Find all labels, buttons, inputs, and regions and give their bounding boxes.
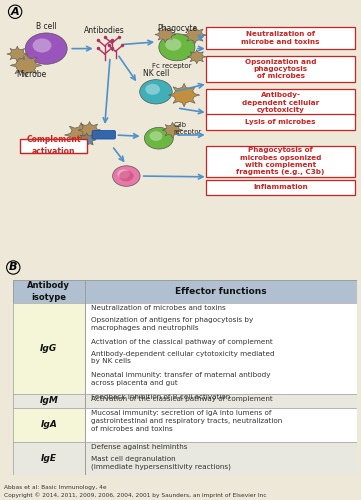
Polygon shape [10, 54, 42, 77]
Text: Fc receptor: Fc receptor [152, 64, 191, 70]
Bar [85, 394, 357, 408]
Text: IgG: IgG [40, 344, 57, 353]
Text: Complement
activation: Complement activation [26, 136, 81, 156]
Circle shape [165, 38, 182, 50]
Circle shape [113, 166, 140, 186]
Text: Abbas et al: Basic Immunology, 4e
Copyright © 2014, 2011, 2009, 2006, 2004, 2001: Abbas et al: Basic Immunology, 4e Copyri… [4, 485, 266, 498]
Circle shape [140, 80, 172, 104]
FancyBboxPatch shape [206, 90, 355, 116]
Text: Phagocyte: Phagocyte [157, 24, 197, 33]
Text: A: A [11, 6, 19, 16]
Text: Inflammation: Inflammation [253, 184, 308, 190]
Text: Mast cell degranulation
(immediate hypersensitivity reactions): Mast cell degranulation (immediate hyper… [91, 456, 231, 470]
Circle shape [119, 170, 134, 181]
Text: Opsonization of antigens for phagocytosis by
macrophages and neutrophils: Opsonization of antigens for phagocytosi… [91, 318, 253, 331]
Text: Neutralization of
microbe and toxins: Neutralization of microbe and toxins [242, 32, 320, 44]
FancyBboxPatch shape [206, 180, 355, 195]
Text: Feedback inhibition of B cell activation: Feedback inhibition of B cell activation [91, 394, 230, 400]
Text: C3b
receptor: C3b receptor [173, 122, 201, 135]
Text: Effector functions: Effector functions [175, 287, 267, 296]
Polygon shape [78, 122, 101, 139]
Text: Microbe: Microbe [17, 70, 47, 78]
Polygon shape [65, 122, 98, 148]
Polygon shape [7, 46, 28, 62]
Text: Activation of the classical pathway of complement: Activation of the classical pathway of c… [91, 339, 273, 345]
Circle shape [144, 128, 173, 149]
Circle shape [117, 170, 130, 178]
Text: Antibodies: Antibodies [84, 26, 125, 35]
Text: Lysis of microbes: Lysis of microbes [245, 119, 316, 125]
Text: Antibody-dependent cellular cytotoxicity mediated
by NK cells: Antibody-dependent cellular cytotoxicity… [91, 350, 275, 364]
Text: Antibody
isotype: Antibody isotype [27, 282, 70, 302]
Text: Defense against helminths: Defense against helminths [91, 444, 188, 450]
Bar [85, 442, 357, 475]
Text: Neutralization of microbes and toxins: Neutralization of microbes and toxins [91, 306, 226, 312]
Bar [13, 280, 357, 303]
Polygon shape [162, 122, 183, 138]
Bar [13, 303, 85, 394]
Circle shape [149, 131, 162, 141]
Polygon shape [169, 84, 200, 107]
FancyBboxPatch shape [20, 138, 87, 152]
Polygon shape [187, 50, 206, 64]
FancyBboxPatch shape [206, 146, 355, 176]
Bar [85, 303, 357, 394]
Text: Neonatal immunity: transfer of maternal antibody
across placenta and gut: Neonatal immunity: transfer of maternal … [91, 372, 271, 386]
Circle shape [159, 34, 195, 60]
Polygon shape [155, 26, 176, 42]
Text: IgE: IgE [41, 454, 57, 463]
Text: Activation of the classical pathway of complement: Activation of the classical pathway of c… [91, 396, 273, 402]
Text: IgA: IgA [40, 420, 57, 430]
FancyBboxPatch shape [206, 114, 355, 130]
Text: NK cell: NK cell [143, 69, 169, 78]
Text: Antibody-
dependent cellular
cytotoxicity: Antibody- dependent cellular cytotoxicit… [242, 92, 319, 113]
Bar [13, 394, 85, 408]
Text: B: B [9, 262, 18, 272]
Text: Opsonization and
phagocytosis
of microbes: Opsonization and phagocytosis of microbe… [245, 58, 317, 79]
Bar [85, 408, 357, 442]
Polygon shape [77, 133, 96, 147]
Bar [13, 442, 85, 475]
Text: Phagocytosis of
microbes opsonized
with complement
fragments (e.g., C3b): Phagocytosis of microbes opsonized with … [236, 148, 325, 175]
Text: B cell: B cell [36, 22, 57, 32]
FancyBboxPatch shape [92, 130, 116, 139]
Polygon shape [183, 26, 206, 44]
Text: IgM: IgM [39, 396, 58, 406]
Text: Mucosal immunity: secretion of IgA into lumens of
gastrointestinal and respirato: Mucosal immunity: secretion of IgA into … [91, 410, 283, 432]
Bar [13, 408, 85, 442]
FancyBboxPatch shape [206, 56, 355, 82]
Circle shape [145, 84, 160, 95]
Circle shape [32, 38, 52, 52]
FancyBboxPatch shape [206, 28, 355, 49]
Circle shape [25, 33, 67, 64]
